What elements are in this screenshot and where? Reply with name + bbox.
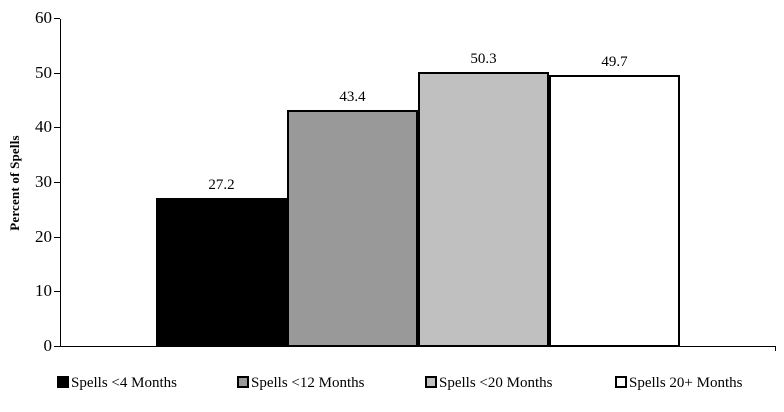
legend-label: Spells <20 Months [439,375,553,391]
y-tick-mark [54,346,60,347]
y-tick-mark [54,18,60,19]
legend-swatch-icon [237,376,249,388]
legend-label: Spells <4 Months [71,375,177,391]
x-axis-end-tick [775,347,776,351]
legend-label: Spells <12 Months [251,375,365,391]
y-tick-label: 50 [35,63,52,82]
y-tick-mark [54,291,60,292]
legend-item-3: Spells <20 Months [425,374,552,393]
y-tick-label: 20 [35,227,52,246]
y-tick-label: 0 [43,336,53,355]
bar-value-label: 49.7 [601,54,628,70]
bar-4 [549,75,680,347]
y-tick-label: 30 [35,172,52,191]
y-axis-line [60,19,61,347]
bar-2 [287,110,418,347]
legend-item-2: Spells <12 Months [237,374,364,393]
y-tick-mark [54,127,60,128]
y-tick-label: 40 [35,117,52,136]
y-tick-mark [54,182,60,183]
bar-1 [156,198,287,347]
y-tick-label: 60 [35,8,52,27]
legend-label: Spells 20+ Months [629,375,743,391]
bar-value-label: 50.3 [470,51,497,67]
y-tick-label: 10 [35,281,52,300]
legend-item-4: Spells 20+ Months [615,374,742,393]
bar-3 [418,72,549,347]
y-tick-mark [54,237,60,238]
legend-swatch-icon [425,376,437,388]
legend-item-1: Spells <4 Months [57,374,177,393]
y-tick-mark [54,73,60,74]
legend-swatch-icon [615,376,627,388]
bar-value-label: 43.4 [339,89,366,105]
legend-swatch-icon [57,376,69,388]
bar-value-label: 27.2 [208,177,235,193]
